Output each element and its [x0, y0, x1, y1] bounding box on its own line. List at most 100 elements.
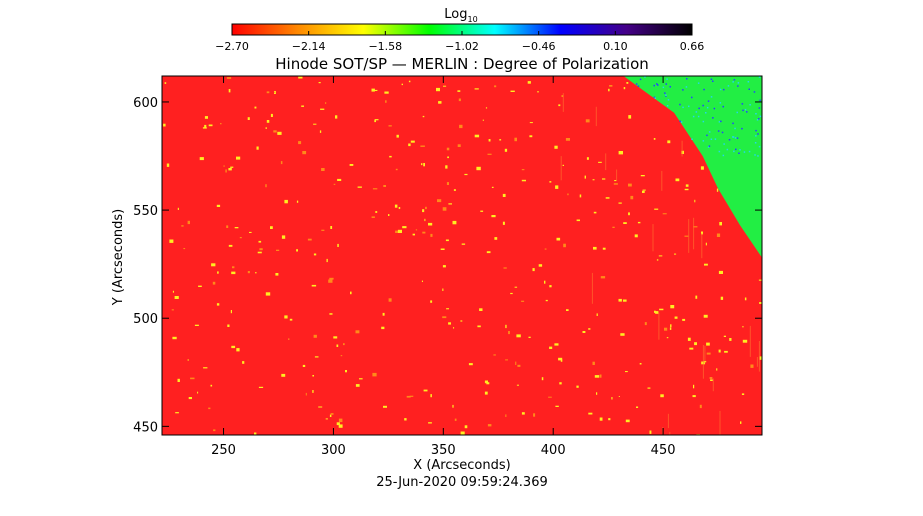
feature-fleck — [187, 359, 189, 361]
feature-fleck — [628, 183, 632, 187]
off-limb-noise — [710, 78, 713, 80]
feature-fleck — [566, 309, 569, 311]
feature-fleck — [204, 124, 207, 129]
off-limb-noise — [692, 115, 695, 118]
feature-fleck — [175, 412, 179, 414]
feature-fleck — [177, 207, 179, 210]
feature-fleck — [560, 359, 563, 362]
feature-fleck — [276, 249, 280, 251]
feature-fleck — [288, 338, 290, 340]
feature-fleck — [647, 387, 651, 389]
feature-fleck — [325, 418, 328, 420]
feature-fleck — [521, 412, 525, 415]
feature-streak — [669, 431, 671, 435]
feature-fleck — [628, 115, 632, 119]
feature-fleck — [254, 106, 257, 109]
feature-fleck — [231, 271, 236, 275]
feature-fleck — [461, 243, 466, 245]
feature-fleck — [212, 281, 216, 285]
off-limb-noise — [710, 96, 713, 98]
feature-fleck — [266, 120, 270, 123]
feature-fleck — [239, 237, 242, 239]
feature-fleck — [681, 150, 684, 154]
feature-fleck — [675, 178, 680, 182]
feature-fleck — [408, 143, 411, 147]
feature-streak — [652, 224, 654, 252]
feature-fleck — [402, 226, 407, 229]
feature-fleck — [340, 355, 343, 357]
feature-fleck — [630, 195, 634, 200]
colorbar-tick-label: −2.70 — [215, 40, 249, 53]
feature-fleck — [321, 168, 325, 171]
feature-fleck — [554, 145, 558, 149]
feature-fleck — [729, 338, 732, 341]
feature-fleck — [249, 231, 252, 233]
feature-fleck — [505, 414, 507, 417]
off-limb-noise — [722, 105, 724, 108]
off-limb-noise — [747, 81, 750, 83]
feature-fleck — [230, 166, 234, 168]
feature-fleck — [716, 233, 721, 237]
feature-fleck — [593, 211, 597, 214]
feature-fleck — [517, 364, 521, 367]
feature-fleck — [693, 226, 698, 228]
off-limb-noise — [741, 103, 744, 105]
off-limb-noise — [734, 127, 736, 130]
feature-fleck — [208, 407, 211, 410]
feature-streak — [562, 93, 564, 112]
feature-fleck — [274, 91, 276, 93]
feature-fleck — [388, 298, 392, 302]
feature-fleck — [623, 87, 626, 90]
feature-fleck — [228, 244, 233, 247]
feature-streak — [749, 325, 751, 357]
feature-fleck — [549, 181, 552, 183]
feature-fleck — [236, 348, 240, 352]
feature-fleck — [636, 406, 639, 408]
feature-fleck — [383, 405, 387, 408]
off-limb-noise — [695, 111, 698, 113]
feature-fleck — [330, 226, 333, 229]
off-limb-noise — [666, 105, 669, 107]
off-limb-noise — [665, 83, 667, 85]
feature-fleck — [594, 375, 600, 378]
feature-fleck — [447, 156, 449, 159]
feature-fleck — [208, 124, 213, 127]
feature-fleck — [188, 397, 192, 400]
off-limb-noise — [691, 138, 693, 140]
off-limb-noise — [653, 96, 656, 99]
feature-fleck — [602, 247, 606, 250]
feature-fleck — [502, 193, 506, 197]
feature-fleck — [703, 314, 708, 318]
feature-streak — [667, 413, 669, 429]
feature-fleck — [382, 312, 385, 316]
off-limb-noise — [754, 154, 756, 156]
feature-fleck — [716, 368, 718, 371]
off-limb-noise — [719, 102, 722, 104]
feature-fleck — [258, 240, 262, 243]
off-limb-noise — [635, 83, 638, 85]
feature-fleck — [409, 395, 414, 397]
feature-fleck — [421, 163, 423, 166]
off-limb-noise — [732, 122, 734, 125]
feature-fleck — [284, 199, 288, 204]
feature-fleck — [596, 313, 598, 316]
feature-streak — [756, 357, 758, 367]
feature-fleck — [623, 222, 627, 224]
off-limb-noise — [726, 148, 729, 151]
off-limb-noise — [757, 133, 759, 135]
feature-fleck — [559, 382, 562, 385]
feature-fleck — [220, 123, 222, 125]
feature-fleck — [197, 391, 199, 394]
feature-fleck — [494, 85, 497, 88]
feature-fleck — [459, 124, 463, 129]
feature-fleck — [565, 138, 570, 141]
feature-fleck — [658, 255, 663, 257]
feature-fleck — [232, 266, 235, 269]
off-limb-noise — [707, 100, 710, 102]
feature-fleck — [486, 382, 490, 385]
feature-fleck — [503, 267, 507, 269]
feature-fleck — [430, 300, 433, 303]
off-limb-noise — [698, 107, 700, 110]
x-tick-label: 450 — [651, 443, 676, 458]
off-limb-noise — [753, 91, 756, 93]
